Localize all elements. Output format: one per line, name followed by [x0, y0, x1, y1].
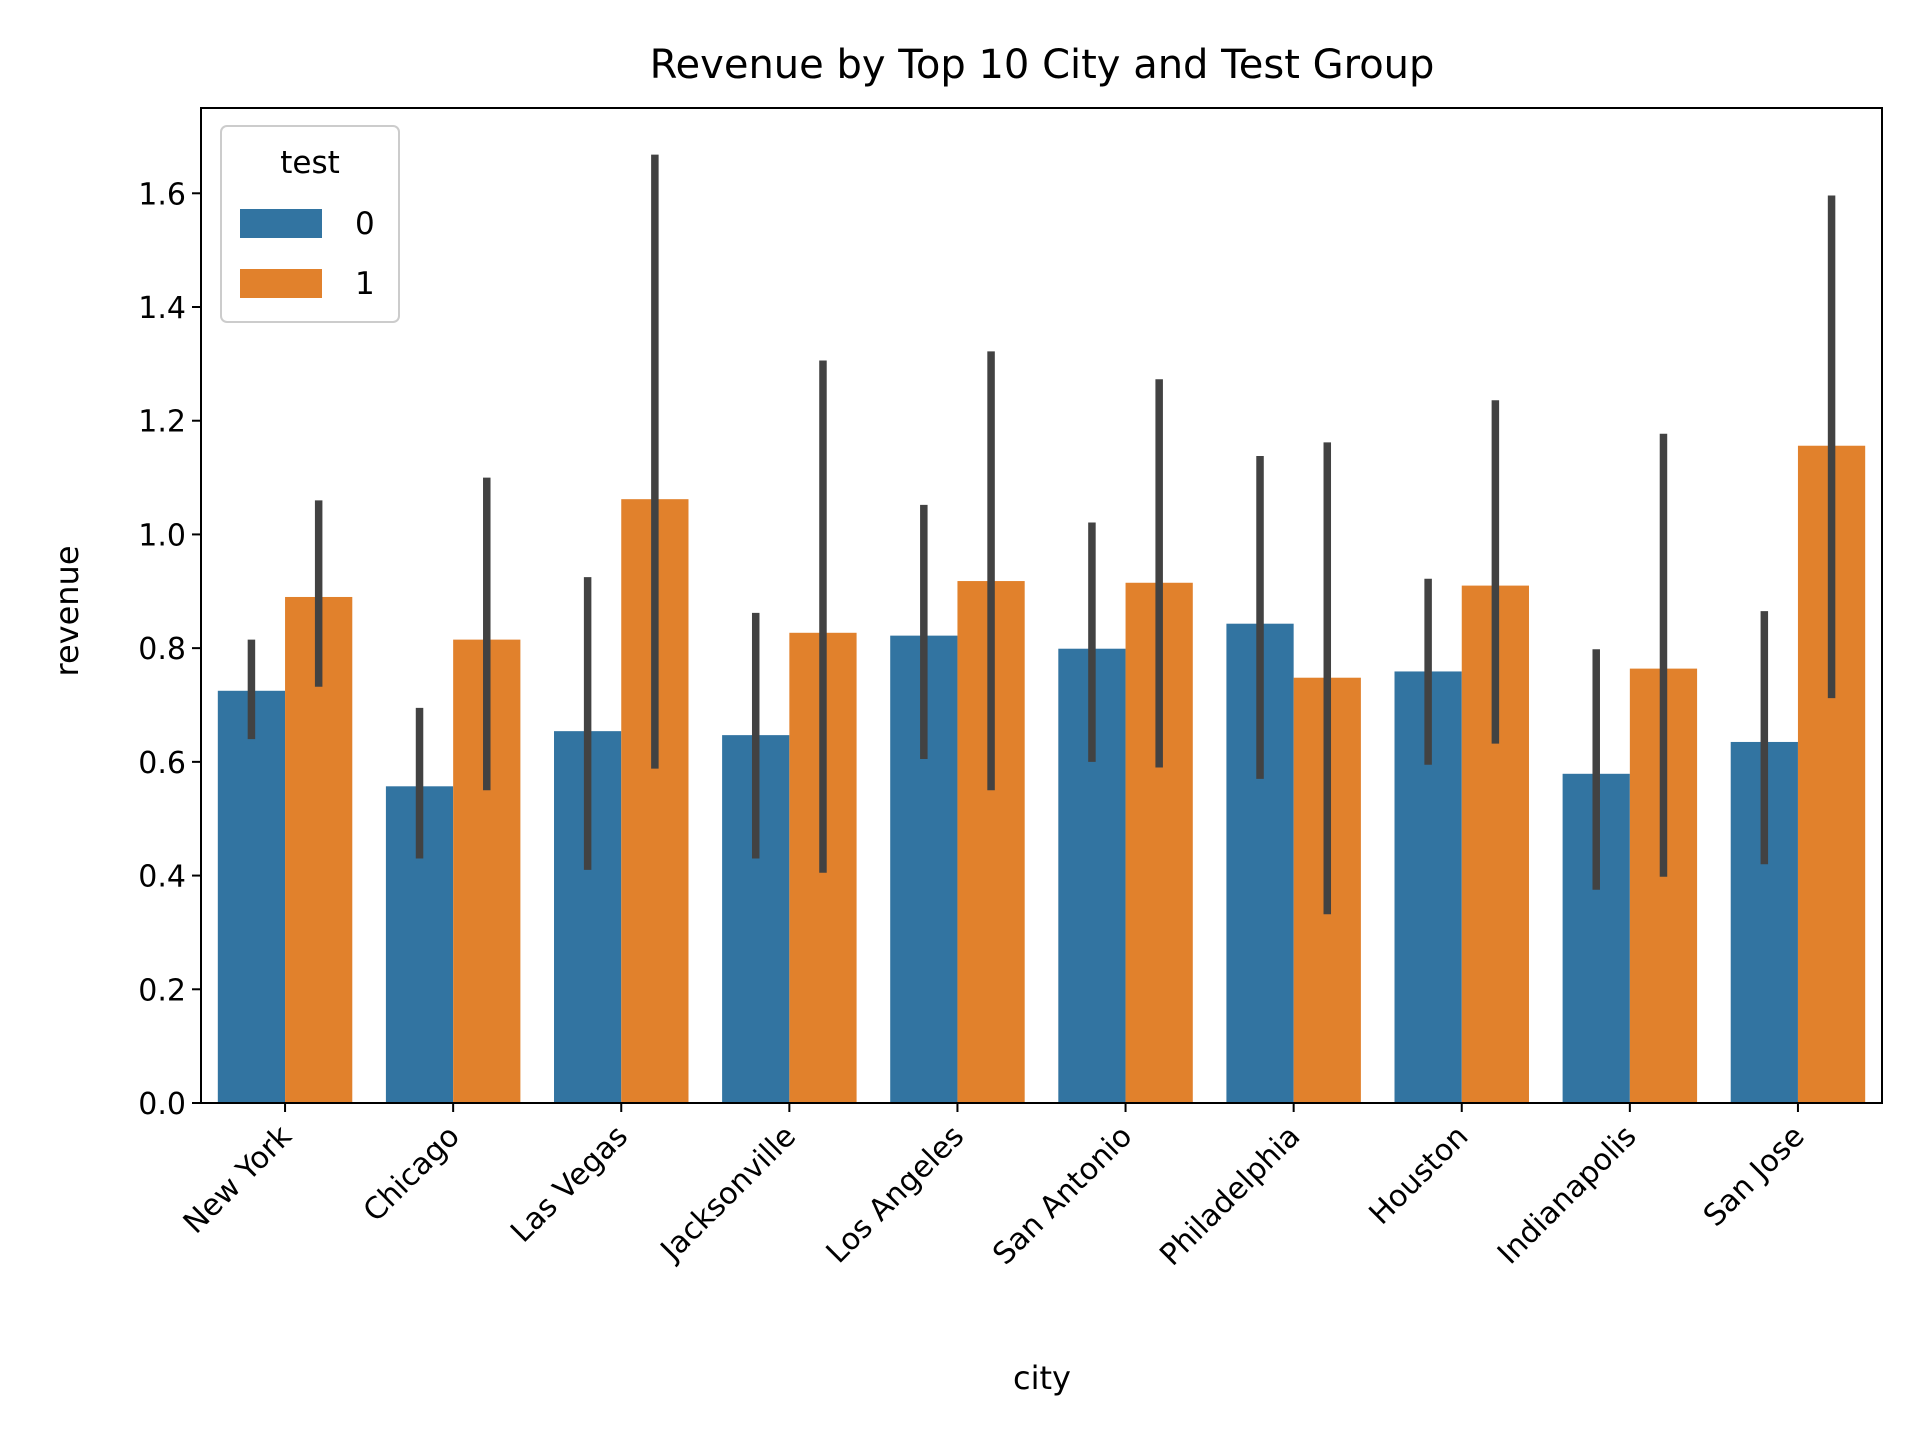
x-axis-title: city: [1013, 1359, 1071, 1397]
legend-label-1: 1: [355, 266, 375, 302]
y-tick-label: 1.0: [138, 518, 186, 553]
legend-label-0: 0: [355, 206, 375, 242]
legend-title: test: [280, 145, 340, 181]
y-axis: 0.0 0.2 0.4 0.6 0.8 1.0 1.2 1.4 1.6: [138, 177, 201, 1122]
chart-title: Revenue by Top 10 City and Test Group: [650, 42, 1435, 88]
y-tick-label: 1.6: [138, 177, 186, 212]
bar-new-york-test-0: [217, 690, 286, 1103]
y-tick-label: 0.8: [138, 632, 186, 667]
y-tick-label: 1.2: [138, 405, 186, 440]
y-tick-label: 0.0: [138, 1087, 186, 1122]
y-tick-label: 0.4: [138, 860, 186, 895]
y-tick-label: 0.2: [138, 973, 186, 1008]
y-tick-label: 0.6: [138, 746, 186, 781]
y-tick-label: 1.4: [138, 291, 186, 326]
legend-swatch-0: [240, 209, 322, 238]
y-axis-title: revenue: [48, 545, 86, 676]
plot-frame: [200, 107, 1883, 1104]
legend: test 0 1: [220, 125, 400, 323]
legend-swatch-1: [240, 269, 322, 298]
plot-area: [200, 107, 1883, 1104]
